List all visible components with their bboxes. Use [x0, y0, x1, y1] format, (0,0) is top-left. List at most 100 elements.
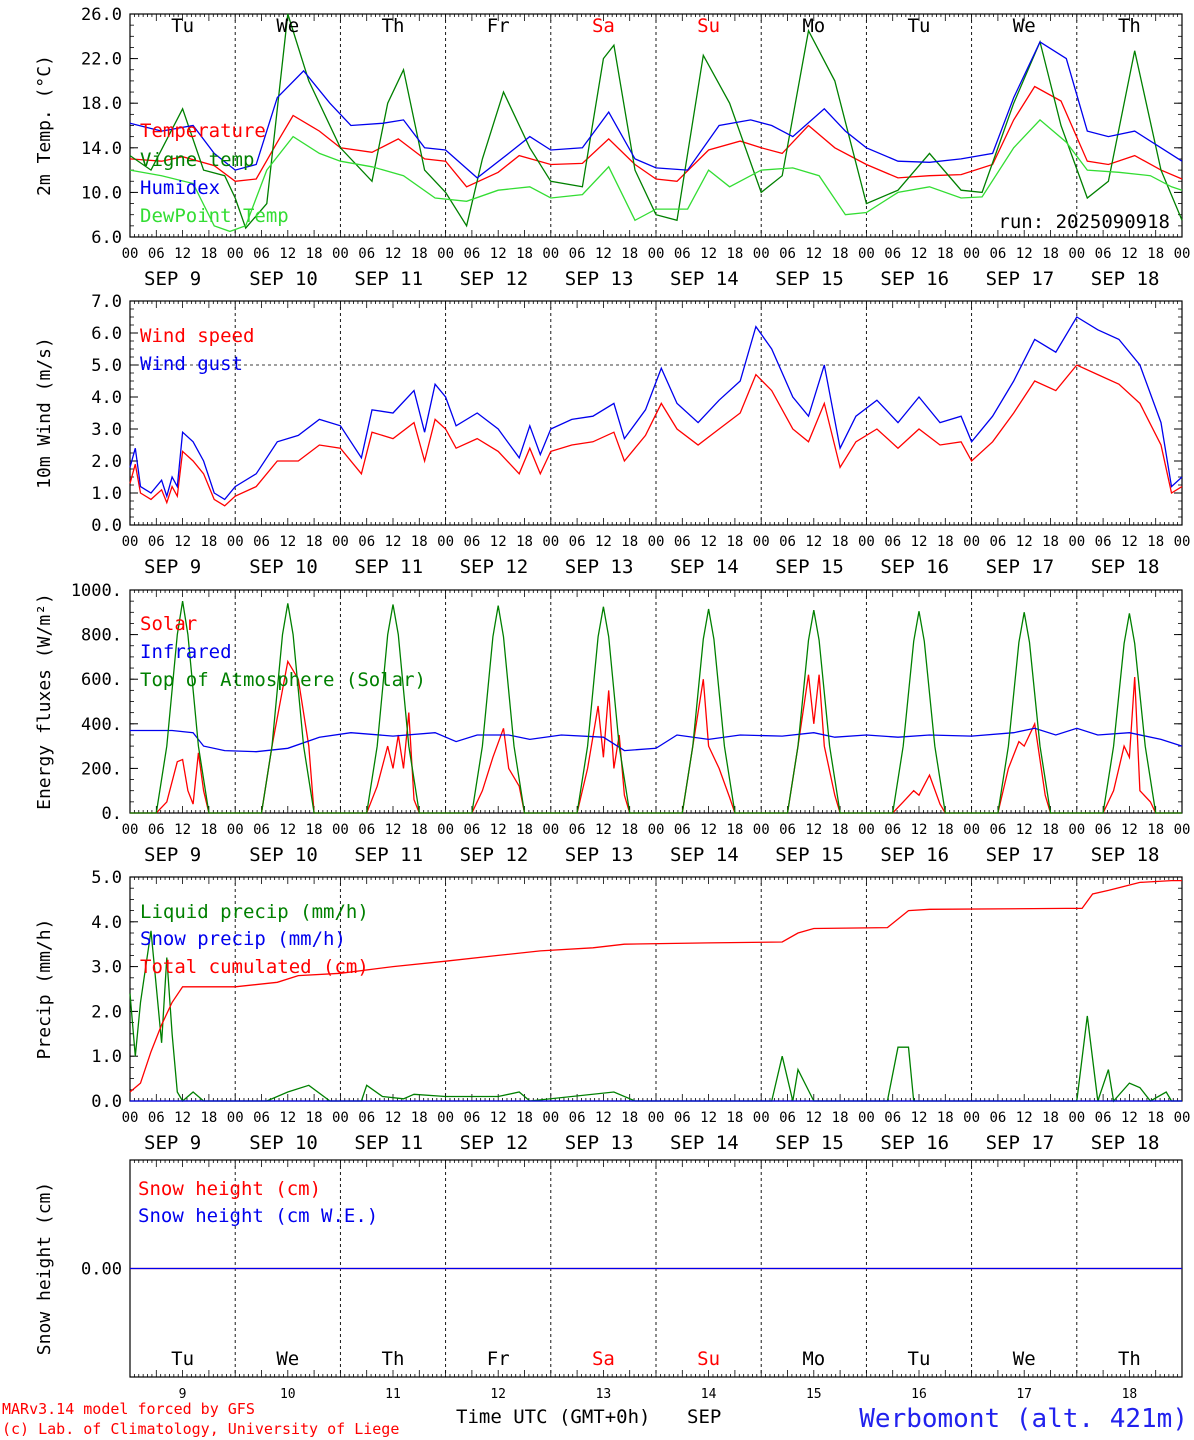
series-line	[129, 40, 1183, 179]
y-tick-label: 14.0	[81, 139, 122, 159]
date-label: SEP 12	[460, 1132, 529, 1154]
weekday-label-bottom: Tu	[171, 1348, 194, 1370]
hour-tick-label: 12	[385, 822, 402, 838]
hour-tick-label: 18	[621, 246, 638, 262]
hour-tick-label: 06	[674, 246, 691, 262]
hour-tick-label: 18	[937, 822, 954, 838]
date-label: SEP 14	[670, 268, 739, 290]
hour-tick-label: 00	[542, 534, 559, 550]
date-label: SEP 16	[880, 556, 949, 578]
hour-tick-label: 18	[306, 1110, 323, 1126]
hour-tick-label: 00	[122, 1110, 139, 1126]
hour-tick-label: 06	[148, 822, 165, 838]
hour-tick-label: 18	[200, 1110, 217, 1126]
hour-tick-label: 00	[963, 246, 980, 262]
hour-tick-label: 06	[1095, 822, 1112, 838]
weekday-label-top: Sa	[592, 15, 615, 37]
hour-tick-label: 18	[516, 822, 533, 838]
hour-tick-label: 06	[463, 822, 480, 838]
hour-tick-label: 12	[700, 1110, 717, 1126]
date-label: SEP 17	[986, 268, 1055, 290]
weekday-label-top: Th	[1118, 15, 1141, 37]
hour-tick-label: 00	[1174, 822, 1191, 838]
y-tick-label: 22.0	[81, 50, 122, 70]
hour-tick-label: 06	[463, 246, 480, 262]
hour-tick-label: 12	[385, 1110, 402, 1126]
hour-tick-label: 12	[700, 246, 717, 262]
hour-tick-label: 06	[463, 534, 480, 550]
date-label: SEP 9	[144, 268, 201, 290]
hour-tick-label: 12	[490, 822, 507, 838]
legend-entry: Solar	[140, 613, 197, 635]
legend-entry: Snow height (cm W.E.)	[138, 1205, 378, 1227]
y-tick-label: 18.0	[81, 94, 122, 114]
hour-tick-label: 12	[385, 534, 402, 550]
hour-tick-label: 00	[1068, 822, 1085, 838]
hour-tick-label: 00	[648, 822, 665, 838]
date-label: SEP 12	[460, 556, 529, 578]
weekday-label-top: We	[1013, 15, 1036, 37]
y-tick-label: 7.0	[91, 292, 122, 312]
hour-tick-label: 12	[911, 1110, 928, 1126]
date-label: SEP 14	[670, 844, 739, 866]
y-tick-label: 2.0	[91, 452, 122, 472]
hour-tick-label: 12	[911, 534, 928, 550]
hour-tick-label: 06	[884, 1110, 901, 1126]
plot-frame	[129, 589, 1183, 814]
hour-tick-label: 00	[437, 1110, 454, 1126]
day-number-label: 16	[911, 1387, 927, 1402]
hour-tick-label: 06	[569, 534, 586, 550]
legend-entry: DewPoint Temp	[140, 205, 289, 227]
panel-1: 6.0 10.0 14.0 18.0 22.0 26.0 2m Temp. (°C) Temp…	[34, 5, 1190, 290]
hour-tick-label: 06	[253, 822, 270, 838]
date-label: SEP 10	[249, 1132, 318, 1154]
date-label: SEP 15	[775, 556, 844, 578]
legend-entry: Total cumulated (cm)	[140, 956, 369, 978]
series-line	[129, 13, 1183, 230]
weekday-label-bottom: Mo	[802, 1348, 825, 1370]
hour-tick-label: 00	[753, 1110, 770, 1126]
hour-tick-label: 12	[911, 822, 928, 838]
date-label: SEP 13	[565, 268, 634, 290]
time-axis-month: SEP	[687, 1406, 721, 1428]
hour-tick-label: 12	[490, 246, 507, 262]
hour-tick-label: 06	[569, 246, 586, 262]
hour-tick-label: 06	[779, 246, 796, 262]
weekday-label-top: Th	[382, 15, 405, 37]
hour-tick-label: 00	[437, 246, 454, 262]
hour-tick-label: 06	[253, 1110, 270, 1126]
hour-tick-label: 12	[700, 822, 717, 838]
hour-tick-label: 06	[358, 1110, 375, 1126]
hour-tick-label: 00	[753, 822, 770, 838]
date-label: SEP 12	[460, 844, 529, 866]
day-number-label: 14	[701, 1387, 717, 1402]
hour-tick-label: 12	[805, 246, 822, 262]
y-axis-title: 10m Wind (m/s)	[34, 337, 55, 489]
weekday-label-top: We	[276, 15, 299, 37]
hour-tick-label: 18	[832, 822, 849, 838]
y-tick-label: 4.0	[91, 388, 122, 408]
hour-tick-label: 06	[148, 534, 165, 550]
hour-tick-label: 06	[989, 534, 1006, 550]
day-number-label: 12	[490, 1387, 506, 1402]
hour-tick-label: 12	[174, 1110, 191, 1126]
day-number-label: 17	[1016, 1387, 1032, 1402]
hour-tick-label: 18	[1042, 1110, 1059, 1126]
hour-tick-label: 18	[1147, 822, 1164, 838]
date-label: SEP 11	[354, 268, 423, 290]
hour-tick-label: 00	[332, 534, 349, 550]
date-label: SEP 9	[144, 844, 201, 866]
legend-entry: Wind speed	[140, 325, 254, 347]
hour-tick-label: 18	[1147, 534, 1164, 550]
date-label: SEP 10	[249, 556, 318, 578]
hour-tick-label: 00	[332, 246, 349, 262]
series-line	[129, 316, 1183, 501]
hour-tick-label: 18	[306, 534, 323, 550]
hour-tick-label: 18	[200, 534, 217, 550]
hour-tick-label: 12	[279, 822, 296, 838]
panel-4: 0.0 1.0 2.0 3.0 4.0 5.0 Precip (mm/h) Liquid pr…	[34, 868, 1190, 1154]
date-label: SEP 11	[354, 1132, 423, 1154]
weekday-label-bottom: We	[276, 1348, 299, 1370]
weekday-label-bottom: Sa	[592, 1348, 615, 1370]
